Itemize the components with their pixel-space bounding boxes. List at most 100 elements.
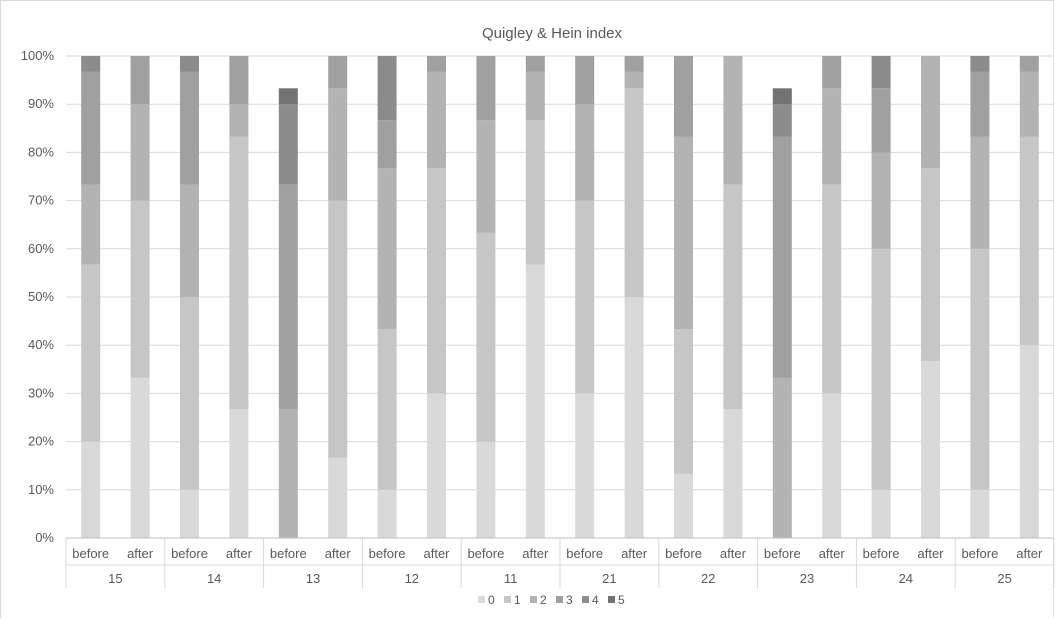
legend-label-1: 1 — [514, 593, 521, 607]
y-tick-label: 40% — [28, 337, 54, 352]
bar-segment-3 — [328, 56, 348, 89]
x-sub-label: after — [917, 546, 944, 561]
legend-swatch-3 — [556, 596, 563, 603]
bar-segment-2 — [81, 184, 101, 265]
bar-segment-3 — [674, 56, 693, 137]
bar-segment-0 — [525, 264, 545, 538]
bar-segment-2 — [624, 71, 644, 89]
bar-segment-0 — [81, 441, 101, 538]
bar-segment-0 — [822, 393, 842, 538]
bar-segment-2 — [970, 136, 990, 249]
bar-segment-3 — [772, 136, 792, 378]
x-group-label: 21 — [602, 571, 616, 586]
bar-segment-4 — [180, 56, 199, 72]
gridlines — [66, 55, 1054, 539]
bar-segment-2 — [130, 104, 150, 201]
bar-segment-2 — [328, 88, 348, 201]
bar-segment-1 — [377, 329, 397, 490]
x-group-label: 15 — [108, 571, 122, 586]
x-sub-label: before — [369, 546, 406, 561]
bar-segment-1 — [723, 184, 743, 410]
bar-segment-1 — [81, 264, 101, 442]
legend-swatch-2 — [530, 596, 537, 603]
x-group-label: 12 — [405, 571, 419, 586]
bar-segment-1 — [525, 120, 545, 265]
bar-segment-3 — [476, 56, 496, 121]
legend-swatch-4 — [582, 596, 589, 603]
bar-segment-1 — [575, 200, 595, 394]
bar-segment-2 — [476, 120, 496, 233]
bar-segment-1 — [871, 248, 891, 490]
bar-segment-0 — [229, 409, 249, 538]
bar-segment-1 — [427, 168, 446, 394]
y-tick-label: 20% — [28, 434, 54, 449]
x-sub-label: before — [961, 546, 998, 561]
x-axis: before after before after before after before a… — [65, 537, 1055, 588]
y-tick-label: 70% — [28, 193, 54, 208]
bar-segment-1 — [130, 200, 150, 378]
bar-segment-3 — [1019, 56, 1039, 72]
x-sub-label: before — [863, 546, 900, 561]
bar-segment-2 — [822, 88, 842, 185]
legend: 0 1 2 3 4 5 — [478, 593, 625, 607]
x-group-label: 22 — [701, 571, 715, 586]
bar-segment-3 — [130, 56, 150, 105]
bar-segment-0 — [674, 473, 693, 538]
bar-segment-0 — [377, 489, 397, 538]
legend-swatch-5 — [608, 596, 615, 603]
bar-segment-0 — [921, 361, 940, 538]
y-axis: 0% 10% 20% 30% 40% 50% 60% 70% 80% 90% 100% — [21, 48, 55, 545]
bar-segment-4 — [377, 56, 397, 121]
bar-segment-3 — [278, 184, 298, 410]
bar-segment-3 — [970, 71, 990, 137]
bar-segment-1 — [1019, 136, 1039, 346]
bar-segment-0 — [1019, 345, 1039, 538]
bar-segment-1 — [921, 168, 940, 362]
bar-segment-3 — [525, 56, 545, 72]
bar-segment-5 — [772, 88, 792, 105]
bar-segment-1 — [328, 200, 348, 458]
y-tick-label: 90% — [28, 96, 54, 111]
bar-segment-4 — [871, 56, 891, 89]
x-sub-label: after — [819, 546, 846, 561]
legend-label-2: 2 — [540, 593, 547, 607]
bar-segment-0 — [624, 297, 644, 538]
legend-label-3: 3 — [566, 593, 573, 607]
bar-segment-1 — [180, 297, 199, 490]
bar-segment-2 — [377, 168, 397, 330]
bar-segment-4 — [772, 104, 792, 137]
bar-segment-1 — [476, 232, 496, 442]
bar-segment-3 — [81, 71, 101, 185]
bar-segment-2 — [575, 104, 595, 201]
bar-segment-3 — [871, 88, 891, 153]
x-group-label: 23 — [800, 571, 814, 586]
bar-segment-4 — [81, 56, 101, 72]
x-sub-label: before — [270, 546, 307, 561]
bar-segment-0 — [476, 441, 496, 538]
x-sub-label: after — [325, 546, 352, 561]
x-sub-label: before — [467, 546, 504, 561]
bar-segment-3 — [180, 71, 199, 185]
bar-segment-3 — [624, 56, 644, 72]
chart-title: Quigley & Hein index — [482, 25, 623, 42]
bar-segment-2 — [229, 104, 249, 137]
bar-segment-0 — [970, 489, 990, 538]
x-sub-label: before — [665, 546, 702, 561]
bar-segment-2 — [525, 71, 545, 121]
x-group-label: 13 — [306, 571, 320, 586]
bar-segment-4 — [278, 104, 298, 185]
y-tick-label: 60% — [28, 241, 54, 256]
bar-segment-0 — [130, 377, 150, 538]
x-sub-label: after — [226, 546, 253, 561]
x-group-label: 11 — [504, 571, 518, 586]
legend-label-4: 4 — [592, 593, 599, 607]
x-sub-label: after — [423, 546, 450, 561]
bar-segment-2 — [772, 377, 792, 538]
x-sub-label: before — [566, 546, 603, 561]
bar-segment-0 — [180, 489, 199, 538]
legend-label-5: 5 — [618, 593, 625, 607]
bar-segment-2 — [723, 56, 743, 185]
x-sub-label: after — [720, 546, 747, 561]
